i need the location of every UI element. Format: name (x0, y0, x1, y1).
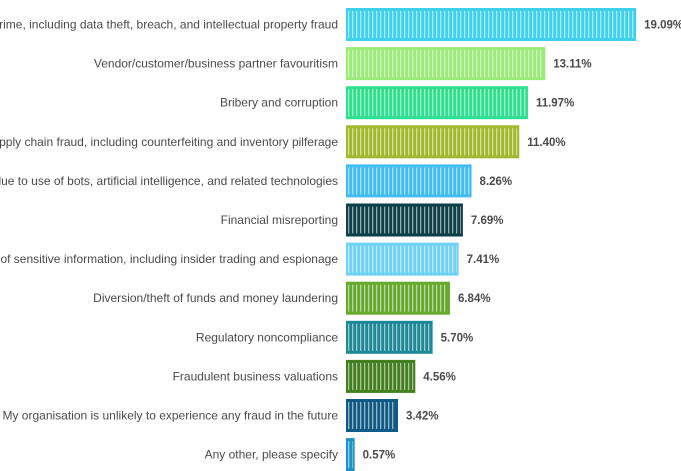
bar-stripes (348, 89, 526, 117)
value-label: 5.70% (441, 332, 474, 344)
value-label: 11.40% (527, 137, 565, 149)
category-label: Fraud due to use of bots, artificial int… (0, 174, 338, 188)
category-label: Supply chain fraud, including counterfei… (0, 135, 338, 149)
bar-stripes (348, 206, 461, 234)
category-label: Regulatory noncompliance (196, 330, 338, 344)
value-label: 3.42% (406, 411, 439, 423)
category-label: My organisation is unlikely to experienc… (2, 409, 338, 423)
category-label: Diversion/theft of funds and money laund… (93, 291, 338, 305)
category-label: Vendor/customer/business partner favouri… (94, 57, 338, 71)
bar-stripes (348, 50, 544, 78)
category-label: Cybercrime, including data theft, breach… (0, 18, 338, 32)
bars-group: Cybercrime, including data theft, breach… (0, 8, 681, 471)
bar-stripes (348, 441, 353, 469)
bar-stripes (348, 11, 635, 38)
value-label: 7.69% (471, 215, 504, 227)
bar-stripes (348, 284, 448, 312)
value-label: 7.41% (467, 254, 500, 266)
category-label: Any other, please specify (205, 448, 338, 462)
value-label: 0.57% (363, 450, 396, 462)
bar-stripes (348, 362, 414, 390)
value-label: 4.56% (423, 371, 456, 383)
bar-stripes (348, 167, 470, 195)
bar-stripes (348, 323, 431, 351)
value-label: 13.11% (553, 59, 591, 71)
value-label: 19.09% (644, 20, 681, 32)
bar-stripes (348, 402, 396, 429)
value-label: 6.84% (458, 293, 491, 305)
value-label: 8.26% (480, 176, 513, 188)
category-label: Leakage of sensitive information, includ… (0, 252, 338, 266)
value-label: 11.97% (536, 98, 574, 110)
category-label: Financial misreporting (221, 213, 338, 227)
bar-stripes (348, 128, 518, 156)
category-label: Fraudulent business valuations (173, 369, 338, 383)
bar-stripes (348, 245, 457, 273)
category-label: Bribery and corruption (220, 96, 338, 110)
